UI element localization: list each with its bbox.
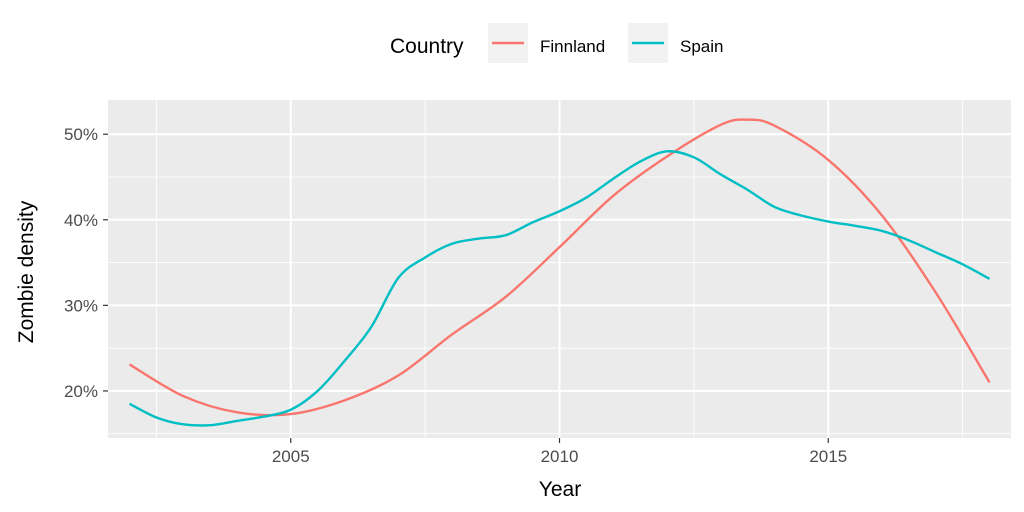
legend-title: Country (390, 35, 464, 58)
legend-label-spain: Spain (680, 37, 723, 56)
y-tick-label: 40% (64, 211, 98, 230)
legend-label-finnland: Finnland (540, 37, 605, 56)
legend-item-finnland: Finnland (488, 23, 605, 63)
grid-major (108, 100, 1011, 438)
x-tick-label: 2005 (272, 447, 310, 466)
legend: Country Finnland Spain (390, 23, 723, 63)
series-layer (128, 118, 991, 427)
x-axis: 2005 2010 2015 (272, 438, 847, 466)
x-tick-label: 2010 (541, 447, 579, 466)
y-tick-label: 50% (64, 125, 98, 144)
x-tick-label: 2015 (809, 447, 847, 466)
x-axis-title: Year (539, 478, 581, 501)
y-axis: 20% 30% 40% 50% (64, 125, 108, 401)
y-tick-label: 30% (64, 296, 98, 315)
series-line-finnland (128, 118, 991, 417)
legend-item-spain: Spain (628, 23, 723, 63)
series-line-spain (128, 150, 991, 427)
y-axis-title: Zombie density (15, 200, 38, 343)
y-tick-label: 20% (64, 382, 98, 401)
